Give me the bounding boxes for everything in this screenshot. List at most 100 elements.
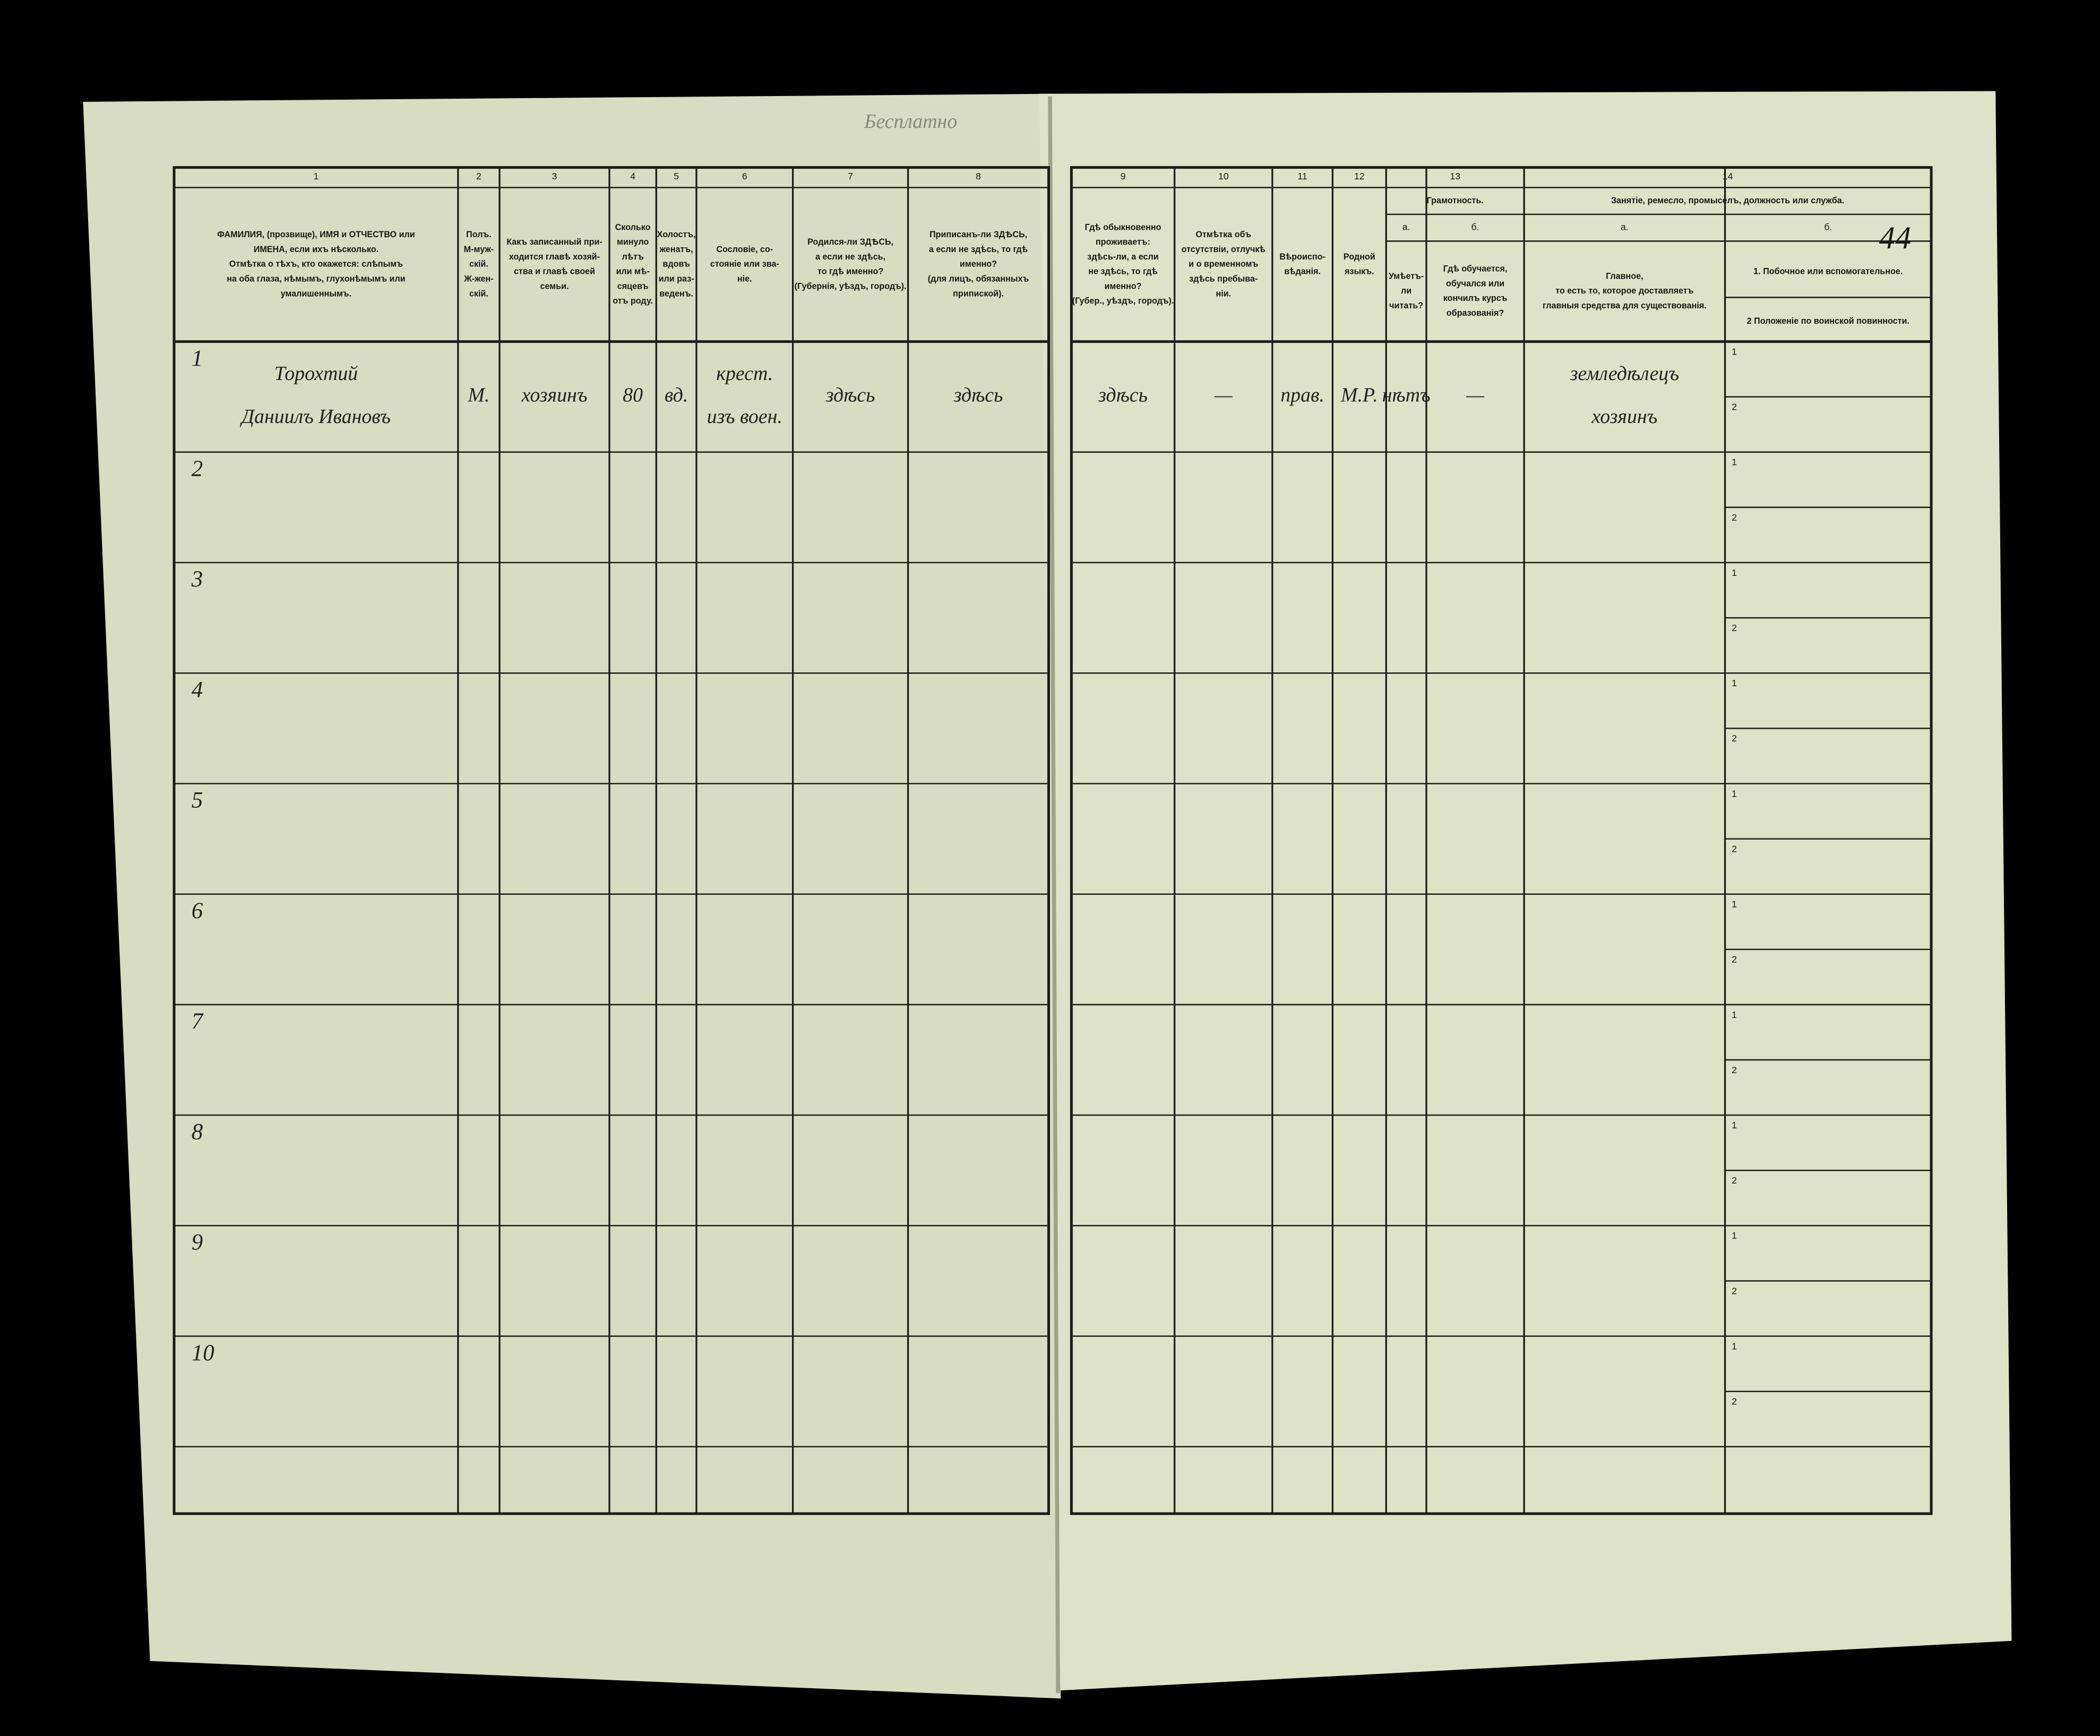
subcolumn-letter: а. — [1621, 222, 1629, 232]
header-text: ИМЕНА, если ихъ нѣсколько. — [254, 245, 378, 254]
handwritten-entry: земледѣлецъ — [1570, 362, 1679, 385]
sub-row-label: 1 — [1732, 1341, 1737, 1351]
header-text: отъ роду. — [613, 296, 653, 306]
sub-row-label: 1 — [1732, 457, 1737, 468]
sub-row-label: 2 — [1732, 1065, 1737, 1075]
sub-row-label: 1 — [1732, 788, 1737, 799]
handwritten-entry: крест. — [716, 362, 773, 385]
header-text: Полъ. — [466, 230, 492, 239]
row-number: 1 — [192, 346, 203, 371]
handwritten-entry: Даниилъ Ивановъ — [240, 405, 391, 428]
column-number: 13 — [1450, 171, 1460, 182]
handwritten-entry: вд. — [665, 384, 688, 406]
handwritten-entry: М. — [467, 384, 489, 406]
subcolumn-letter: б. — [1471, 222, 1479, 232]
sub-row-label: 2 — [1732, 843, 1737, 854]
row-number: 7 — [192, 1009, 204, 1034]
header-text: вдовъ — [662, 260, 690, 269]
header-text: Вѣроиспо- — [1279, 252, 1326, 262]
row-number: 8 — [192, 1119, 203, 1144]
row-number: 4 — [192, 677, 203, 702]
column-number: 7 — [848, 171, 853, 182]
header-text: ніи. — [1216, 289, 1231, 298]
header-text: а если не здѣсь, — [815, 252, 885, 262]
sub-row-label: 1 — [1732, 678, 1737, 688]
header-text: семьи. — [540, 281, 569, 291]
row-number: 6 — [192, 899, 203, 923]
header-text: отсутствіи, отлучкѣ — [1182, 245, 1266, 254]
handwritten-entry: изъ воен. — [707, 405, 782, 428]
column-number: 1 — [314, 171, 319, 182]
right-page — [1039, 91, 2012, 1691]
sub-row-label: 2 — [1732, 512, 1737, 523]
header-text: ства и главѣ своей — [514, 267, 595, 277]
handwritten-entry: здѣсь — [1098, 384, 1148, 406]
header-text: языкъ. — [1344, 267, 1374, 277]
header-text: здѣсь пребыва- — [1189, 274, 1258, 284]
left-page — [83, 93, 1061, 1699]
handwritten-entry: здѣсь — [953, 384, 1003, 406]
header-text: ФАМИЛИЯ, (прозвище), ИМЯ и ОТЧЕСТВО или — [217, 230, 415, 239]
row-number: 10 — [192, 1341, 214, 1366]
header-text: Занятіе, ремесло, промыселъ, должность и… — [1611, 196, 1844, 205]
header-text: Ж-жен- — [463, 274, 493, 284]
header-text: умалишеннымъ. — [281, 289, 352, 298]
header-text: (для лицъ, обязанныхъ — [928, 274, 1029, 284]
header-text: Сословіе, со- — [716, 245, 773, 254]
handwritten-entry: — — [1466, 384, 1484, 406]
column-number: 5 — [674, 171, 679, 182]
sub-row-label: 2 — [1732, 623, 1737, 633]
row-number: 3 — [191, 567, 203, 592]
handwritten-entry: 80 — [623, 384, 643, 406]
column-number: 6 — [742, 171, 747, 182]
header-text: (Губернія, уѣздъ, городъ). — [795, 281, 907, 291]
header-text: Какъ записанный при- — [506, 237, 603, 247]
subcolumn-letter: б. — [1824, 222, 1832, 232]
sub-row-label: 2 — [1732, 1285, 1737, 1296]
sub-row-label: 1 — [1732, 1230, 1737, 1241]
header-text: Приписанъ-ли ЗДѢСЬ, — [929, 230, 1027, 239]
header-text: читать? — [1389, 301, 1423, 310]
header-text: Родился-ли ЗДѢСЬ, — [807, 237, 893, 247]
header-text: кончилъ курсъ — [1443, 293, 1508, 303]
header-text: Главное, — [1606, 271, 1643, 281]
header-text: проживаетъ: — [1096, 237, 1150, 247]
header-text: Гдѣ обыкновенно — [1085, 222, 1161, 232]
header-text: минуло — [617, 237, 649, 247]
handwritten-entry: — — [1214, 384, 1233, 406]
column-number: 14 — [1723, 171, 1733, 182]
header-text: не здѣсь, то гдѣ — [1088, 267, 1157, 277]
header-text: а если не здѣсь, то гдѣ — [929, 245, 1028, 254]
column-number: 9 — [1121, 171, 1126, 182]
stamp: Бесплатно — [864, 110, 957, 133]
header-text: припиской). — [953, 289, 1004, 298]
handwritten-entry: хозяинъ — [1591, 405, 1657, 428]
table-frame — [1070, 166, 1933, 1515]
sub-row-label: 1 — [1732, 1009, 1737, 1020]
sub-row-label: 1 — [1732, 567, 1737, 578]
header-text: 1. Побочное или вспомогательное. — [1753, 267, 1903, 277]
column-number: 4 — [630, 171, 635, 182]
header-text: или мѣ- — [616, 267, 649, 277]
handwritten-entry: нѣтъ — [1382, 384, 1431, 406]
sub-row-label: 2 — [1732, 1396, 1737, 1407]
header-text: лѣтъ — [622, 252, 643, 262]
header-text: Отмѣтка объ — [1195, 230, 1251, 239]
sub-row-label: 2 — [1732, 733, 1737, 744]
table-frame — [173, 166, 1050, 1515]
handwritten-entry: Торохтий — [274, 362, 358, 385]
column-number: 11 — [1297, 171, 1307, 182]
header-text: Грамотность. — [1427, 196, 1484, 205]
header-text: веденъ. — [659, 289, 693, 298]
header-text: (Губер., уѣздъ, городъ). — [1072, 296, 1174, 306]
header-text: Холостъ, — [657, 230, 696, 239]
header-text: сяцевъ — [617, 281, 649, 291]
sub-row-label: 2 — [1732, 1175, 1737, 1186]
header-text: ходится главѣ хозяй- — [509, 252, 600, 262]
header-text: и о временномъ — [1189, 260, 1258, 269]
row-number: 5 — [192, 788, 203, 813]
header-text: именно? — [1104, 281, 1141, 291]
gutter — [1048, 96, 1060, 1694]
handwritten-entry: М.Р. — [1340, 384, 1378, 406]
sub-row-label: 1 — [1732, 1120, 1737, 1130]
